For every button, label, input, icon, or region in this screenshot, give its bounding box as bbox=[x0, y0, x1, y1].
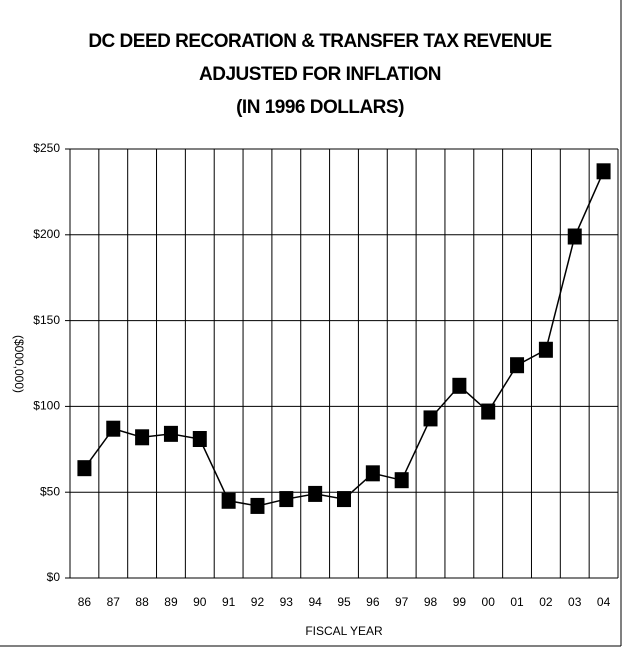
x-tick-label: 98 bbox=[424, 595, 438, 609]
x-tick-label: 93 bbox=[280, 595, 294, 609]
y-tick-label: $250 bbox=[33, 141, 60, 155]
y-tick-label: $150 bbox=[33, 313, 60, 327]
marker bbox=[481, 403, 496, 420]
chart-title: DC DEED RECORATION & TRANSFER TAX REVENU… bbox=[88, 31, 551, 52]
marker bbox=[308, 485, 323, 502]
marker bbox=[365, 465, 380, 482]
marker bbox=[106, 420, 121, 437]
x-tick-label: 88 bbox=[135, 595, 149, 609]
x-tick-label: 02 bbox=[539, 595, 553, 609]
marker bbox=[596, 163, 611, 180]
x-tick-label: 94 bbox=[308, 595, 322, 609]
marker bbox=[423, 410, 438, 427]
x-tick-label: 86 bbox=[78, 595, 92, 609]
y-tick-label: $50 bbox=[40, 484, 60, 498]
marker bbox=[77, 460, 92, 477]
x-tick-label: 89 bbox=[164, 595, 178, 609]
marker bbox=[567, 228, 582, 245]
x-tick-label: 91 bbox=[222, 595, 236, 609]
marker bbox=[192, 431, 207, 448]
x-tick-label: 00 bbox=[482, 595, 496, 609]
marker bbox=[221, 492, 236, 509]
chart-title: ADJUSTED FOR INFLATION bbox=[199, 64, 441, 85]
x-tick-label: 04 bbox=[597, 595, 611, 609]
x-tick-label: 87 bbox=[107, 595, 121, 609]
x-tick-label: 96 bbox=[366, 595, 380, 609]
marker bbox=[279, 491, 294, 508]
y-tick-label: $100 bbox=[33, 399, 60, 413]
chart-title: (IN 1996 DOLLARS) bbox=[236, 97, 404, 118]
x-tick-label: 99 bbox=[453, 595, 467, 609]
y-axis-label: ($000,000) bbox=[12, 335, 26, 393]
marker bbox=[394, 472, 409, 489]
x-tick-label: 01 bbox=[510, 595, 524, 609]
marker bbox=[135, 429, 150, 446]
x-tick-label: 97 bbox=[395, 595, 409, 609]
marker bbox=[250, 497, 265, 514]
x-tick-label: 92 bbox=[251, 595, 265, 609]
marker bbox=[337, 491, 351, 508]
x-axis-label: FISCAL YEAR bbox=[305, 624, 383, 638]
marker bbox=[163, 425, 178, 442]
marker bbox=[510, 357, 525, 374]
y-tick-label: $200 bbox=[33, 227, 60, 241]
marker bbox=[538, 341, 553, 358]
y-tick-label: $0 bbox=[47, 570, 61, 584]
marker bbox=[452, 377, 467, 394]
x-tick-label: 90 bbox=[193, 595, 207, 609]
x-tick-label: 03 bbox=[568, 595, 582, 609]
x-tick-label: 95 bbox=[337, 595, 351, 609]
